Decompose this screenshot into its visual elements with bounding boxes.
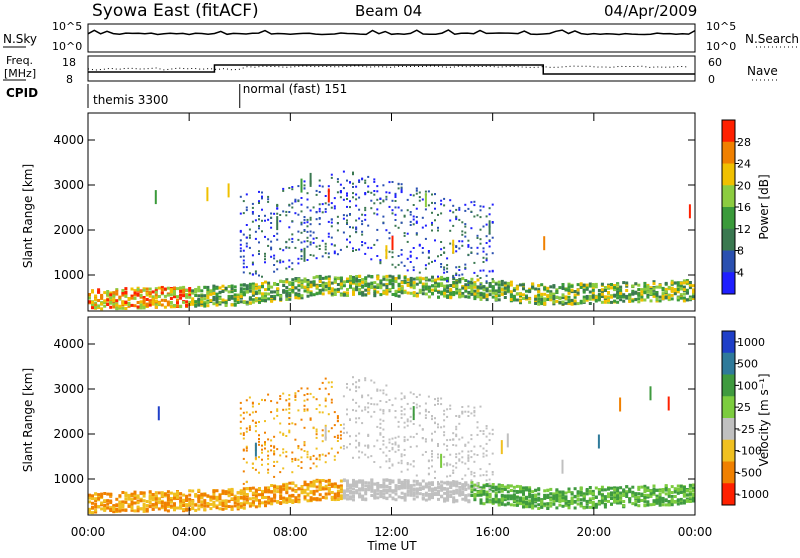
time-tick-label: 12:00 xyxy=(374,525,409,539)
y-tick-label: 3000 xyxy=(53,382,84,396)
colorbar-tick-label: 4 xyxy=(737,266,744,279)
velocity-ylabel: Slant Range [km] xyxy=(21,368,35,472)
power-ylabel: Slant Range [km] xyxy=(21,164,35,268)
noise-left-tick-top: 10^5 xyxy=(52,20,82,33)
power-heatmap-cells xyxy=(88,170,695,311)
colorbar-segment xyxy=(722,461,735,484)
nave-tick-bottom: 0 xyxy=(708,73,715,86)
colorbar-tick-label: 12 xyxy=(737,223,751,236)
nave-label: Nave xyxy=(747,64,778,78)
y-tick-label: 1000 xyxy=(53,268,84,282)
colorbar-segment xyxy=(722,439,735,462)
noise-right-label: N.Search xyxy=(745,32,799,46)
y-tick-label: 1000 xyxy=(53,472,84,486)
power-panel: Slant Range [km] 1000 2000 3000 4000 4 8 12 16… xyxy=(21,112,771,312)
beam-label: Beam 04 xyxy=(355,2,422,20)
y-tick-label: 3000 xyxy=(53,178,84,192)
y-tick-label: 2000 xyxy=(53,427,84,441)
frequency-trace xyxy=(88,64,695,75)
velocity-y-axis: 1000 2000 3000 4000 xyxy=(53,337,695,486)
nave-tick-top: 60 xyxy=(708,56,722,69)
colorbar-segment xyxy=(722,185,735,208)
colorbar-tick-label: 20 xyxy=(737,179,751,192)
noise-left-tick-bottom: 10^0 xyxy=(52,40,82,53)
noise-right-tick-top: 10^5 xyxy=(706,20,736,33)
colorbar-tick-label: 1000 xyxy=(737,336,765,349)
time-tick-label: 16:00 xyxy=(475,525,510,539)
colorbar-segment xyxy=(722,418,735,441)
colorbar-segment xyxy=(722,250,735,273)
colorbar-tick-label: 28 xyxy=(737,136,751,149)
colorbar-segment xyxy=(722,141,735,164)
colorbar-tick-label: -100 xyxy=(737,445,762,458)
nave-trace xyxy=(87,65,688,71)
noise-trace xyxy=(87,29,696,36)
colorbar-tick-label: 8 xyxy=(737,245,744,258)
colorbar-tick-label: 100 xyxy=(737,379,758,392)
time-tick-label: 00:00 xyxy=(71,525,106,539)
power-colorbar-label: Power [dB] xyxy=(757,174,771,239)
power-y-axis: 1000 2000 3000 4000 xyxy=(53,133,695,282)
freq-label-line1: Freq. xyxy=(6,54,33,67)
colorbar-segment xyxy=(722,207,735,230)
time-tick-label: 04:00 xyxy=(172,525,207,539)
colorbar-segment xyxy=(722,272,735,295)
cpid-segment-normal: normal (fast) 151 xyxy=(243,82,347,96)
colorbar-tick-label: -1000 xyxy=(737,488,769,501)
noise-right-tick-bottom: 10^0 xyxy=(706,40,736,53)
colorbar-segment xyxy=(722,352,735,375)
freq-tick-top: 18 xyxy=(62,56,76,69)
power-colorbar: 4 8 12 16 20 24 28 xyxy=(721,119,751,295)
velocity-colorbar-label: Velocity [m s⁻¹] xyxy=(757,373,771,466)
noise-panel: N.Sky 10^5 10^0 10^5 10^0 N.Search xyxy=(3,20,799,53)
cpid-segment-themis: themis 3300 xyxy=(93,93,168,107)
colorbar-segment xyxy=(722,120,735,143)
velocity-heatmap-cells xyxy=(88,376,695,515)
colorbar-tick-label: 25 xyxy=(737,401,751,414)
time-tick-label: 00:00 xyxy=(678,525,713,539)
y-tick-label: 4000 xyxy=(53,337,84,351)
freq-label-line2: [MHz] xyxy=(4,67,36,80)
velocity-colorbar: 1000 500 100 25 -25 -100 -500 -1000 xyxy=(721,330,769,506)
colorbar-segment xyxy=(722,163,735,186)
colorbar-segment xyxy=(722,483,735,506)
date-label: 04/Apr/2009 xyxy=(604,2,697,20)
plot-title: Syowa East (fitACF) xyxy=(92,1,259,21)
colorbar-segment xyxy=(722,396,735,419)
y-tick-label: 2000 xyxy=(53,223,84,237)
colorbar-tick-label: 24 xyxy=(737,158,751,171)
colorbar-tick-label: 16 xyxy=(737,201,751,214)
noise-left-label: N.Sky xyxy=(3,32,37,46)
colorbar-tick-label: -25 xyxy=(737,423,755,436)
colorbar-tick-label: -500 xyxy=(737,466,762,479)
cpid-label: CPID xyxy=(6,86,38,100)
colorbar-tick-label: 500 xyxy=(737,358,758,371)
time-tick-label: 08:00 xyxy=(273,525,308,539)
time-axis-label: Time UT xyxy=(366,539,417,553)
frequency-panel: Freq. [MHz] 18 8 60 0 Nave xyxy=(3,54,780,86)
colorbar-segment xyxy=(722,374,735,397)
colorbar-segment xyxy=(722,331,735,354)
velocity-panel: Slant Range [km] 1000 2000 3000 4000 1000 50… xyxy=(21,316,771,516)
colorbar-segment xyxy=(722,228,735,251)
y-tick-label: 4000 xyxy=(53,133,84,147)
cpid-panel: CPID themis 3300 normal (fast) 151 xyxy=(6,82,347,108)
time-tick-label: 20:00 xyxy=(577,525,612,539)
time-axis: 00:00 04:00 08:00 12:00 16:00 20:00 00:00 xyxy=(71,113,713,539)
freq-tick-bottom: 8 xyxy=(66,73,73,86)
